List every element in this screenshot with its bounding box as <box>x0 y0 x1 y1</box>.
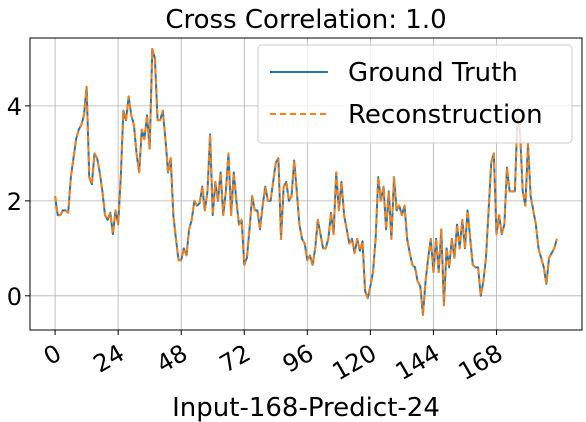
series-line <box>54 47 558 316</box>
x-axis-label: Input-168-Predict-24 <box>172 393 440 422</box>
x-tick-label: 96 <box>278 339 318 379</box>
plot-frame <box>29 37 583 331</box>
legend-box <box>257 44 573 144</box>
legend-label: Reconstruction <box>348 100 543 130</box>
x-tick-label: 72 <box>215 339 255 379</box>
y-tick-label: 2 <box>7 188 22 216</box>
x-tick-label: 48 <box>152 339 192 379</box>
y-tick-label: 4 <box>7 93 22 121</box>
legend-label: Ground Truth <box>348 58 518 88</box>
x-tick-label: 24 <box>89 339 129 379</box>
x-tick-label: 120 <box>328 339 382 386</box>
x-tick-label: 168 <box>454 339 508 386</box>
y-tick-label: 0 <box>7 283 22 311</box>
chart-title: Cross Correlation: 1.0 <box>165 5 446 35</box>
x-tick-label: 0 <box>39 339 66 371</box>
x-tick-label: 144 <box>391 339 445 386</box>
